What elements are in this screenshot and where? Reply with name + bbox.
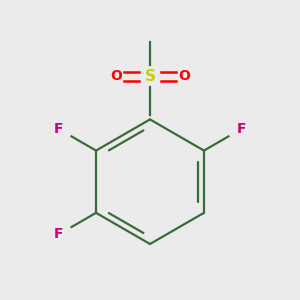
Text: O: O bbox=[110, 69, 122, 83]
Text: S: S bbox=[145, 69, 155, 84]
Text: F: F bbox=[54, 122, 64, 136]
Text: F: F bbox=[236, 122, 246, 136]
Text: O: O bbox=[178, 69, 190, 83]
Text: F: F bbox=[54, 227, 64, 242]
